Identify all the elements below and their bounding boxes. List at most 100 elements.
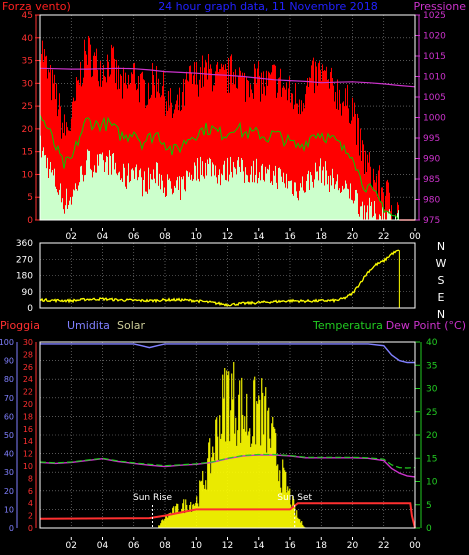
temperature-tick-label: 10: [426, 478, 438, 488]
y-tick-label: 90: [22, 288, 34, 298]
y2-tick-label: 990: [423, 155, 440, 165]
y-tick-label: 180: [16, 272, 33, 282]
rain-tick-label: 8: [28, 474, 33, 483]
x-tick-label: 04: [97, 541, 109, 551]
x-tick-label: 22: [378, 541, 389, 551]
x-tick-label: 14: [253, 541, 265, 551]
y2-tick-label: 1010: [423, 73, 446, 83]
rain-tick-label: 10: [23, 462, 33, 471]
compass-label: S: [438, 274, 445, 287]
x-tick-label: 16: [284, 541, 296, 551]
x-tick-label: 18: [316, 541, 328, 551]
temperature-tick-label: 15: [426, 454, 437, 464]
temperature-tick-label: 5: [426, 501, 432, 511]
humidity-line: [40, 343, 415, 364]
x-tick-label: 00: [409, 541, 421, 551]
temperature-line: [39, 453, 416, 469]
x-tick-label: 04: [97, 232, 109, 242]
rain-tick-label: 24: [23, 375, 33, 384]
humidity-tick-label: 100: [0, 338, 14, 347]
y-tick-label: 45: [22, 11, 33, 21]
rain-tick-label: 22: [23, 388, 33, 397]
rain-tick-label: 28: [23, 350, 33, 359]
y-tick-label: 0: [27, 304, 33, 314]
x-tick-label: 12: [222, 541, 233, 551]
wind-average-line: [39, 114, 399, 220]
temperature-axis-title: Temperatura: [312, 319, 383, 332]
x-tick-label: 20: [347, 232, 359, 242]
humidity-tick-label: 50: [4, 431, 14, 440]
rain-tick-label: 30: [23, 338, 33, 347]
x-tick-label: 00: [409, 232, 421, 242]
temperature-tick-label: 40: [426, 338, 438, 348]
x-tick-label: 18: [316, 232, 328, 242]
rain-tick-label: 4: [28, 499, 33, 508]
y2-tick-label: 1000: [423, 114, 446, 124]
rain-tick-label: 2: [28, 512, 33, 521]
sun-annotation-label: Sun Set: [277, 493, 312, 503]
humidity-tick-label: 0: [9, 524, 14, 533]
temperature-tick-label: 20: [426, 431, 438, 441]
compass-label: E: [438, 291, 445, 304]
compass-label: W: [436, 257, 447, 270]
rain-tick-label: 14: [23, 437, 33, 446]
rain-tick-label: 20: [23, 400, 33, 409]
humidity-tick-label: 30: [4, 468, 14, 477]
x-tick-label: 10: [191, 232, 203, 242]
y2-tick-label: 980: [423, 196, 440, 206]
compass-label: N: [437, 308, 445, 321]
y2-tick-label: 985: [423, 175, 440, 185]
chart-title: 24 hour graph data, 11 Novembre 2018: [158, 0, 378, 13]
humidity-tick-label: 10: [4, 505, 14, 514]
rain-tick-label: 26: [23, 363, 33, 372]
rain-tick-label: 12: [23, 450, 33, 459]
x-tick-label: 06: [128, 232, 140, 242]
y2-tick-label: 1015: [423, 52, 446, 62]
y-tick-label: 270: [16, 255, 33, 265]
compass-label: N: [437, 240, 445, 253]
lower-panel-frame: [39, 341, 416, 529]
humidity-tick-label: 90: [4, 357, 14, 366]
x-tick-label: 14: [253, 232, 265, 242]
x-tick-label: 12: [222, 232, 233, 242]
pressure-line: [39, 67, 416, 88]
temperature-tick-label: 35: [426, 361, 437, 371]
y2-tick-label: 1025: [423, 11, 446, 21]
x-tick-label: 10: [191, 541, 203, 551]
wind-direction-line: [39, 249, 400, 307]
x-tick-label: 02: [66, 232, 77, 242]
y-tick-label: 40: [22, 34, 34, 44]
temperature-tick-label: 30: [426, 385, 438, 395]
y-tick-label: 10: [22, 170, 34, 180]
x-tick-label: 20: [347, 541, 359, 551]
humidity-tick-label: 20: [4, 487, 14, 496]
y-tick-label: 15: [22, 148, 33, 158]
dewpoint-axis-title: Dew Point (°C): [386, 319, 466, 332]
rain-tick-label: 0: [28, 524, 33, 533]
wind-speed-axis-title: Forza vento): [2, 0, 71, 13]
y-tick-label: 25: [22, 102, 33, 112]
direction-panel-frame: [39, 242, 416, 309]
x-tick-label: 16: [284, 232, 296, 242]
solar-axis-title: Solar: [117, 319, 146, 332]
humidity-tick-label: 60: [4, 412, 14, 421]
y-tick-label: 35: [22, 57, 33, 67]
pressure-axis-title: Pressione: [414, 0, 467, 13]
rain-tick-label: 18: [23, 412, 33, 421]
rain-tick-label: 6: [28, 487, 33, 496]
rain-tick-label: 16: [23, 425, 33, 434]
rain-humidity-temperature-panel: 0102030405060708090100024681012141618202…: [0, 338, 438, 551]
y-tick-label: 360: [16, 239, 33, 249]
humidity-tick-label: 40: [4, 450, 14, 459]
y-tick-label: 20: [22, 125, 34, 135]
y2-tick-label: 975: [423, 216, 440, 226]
humidity-axis-title: Umidita: [67, 319, 110, 332]
humidity-tick-label: 80: [4, 375, 14, 384]
sun-annotation-label: Sun Rise: [133, 493, 172, 503]
y2-tick-label: 1005: [423, 93, 446, 103]
rain-axis-title: Pioggia: [0, 319, 40, 332]
y-tick-label: 0: [27, 216, 33, 226]
x-tick-label: 22: [378, 232, 389, 242]
